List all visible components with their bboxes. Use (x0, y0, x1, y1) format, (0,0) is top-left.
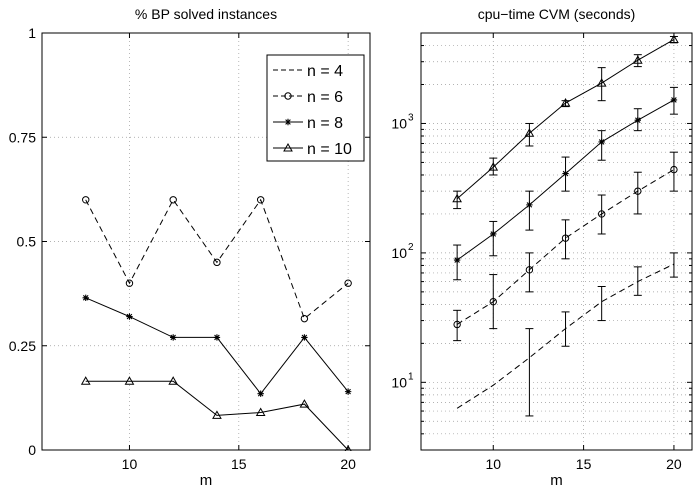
plot-area (421, 33, 692, 450)
legend: n = 4 n = 6 n = 8 n = 10 (266, 54, 365, 162)
left-x-axis-label: m (200, 472, 213, 489)
data-point-triangle (452, 193, 462, 203)
data-point-triangle (255, 407, 266, 416)
y-tick-label: 0.25 (9, 338, 36, 354)
y-tick-label: 10 (391, 115, 407, 131)
data-point-triangle (212, 410, 222, 419)
data-point-circle (169, 196, 177, 204)
data-point-circle (256, 196, 265, 204)
data-point-star (301, 334, 308, 341)
y-tick-label: 0.75 (9, 129, 36, 145)
data-point-triangle (168, 376, 179, 385)
data-point-circle (561, 234, 570, 242)
data-point-star (344, 388, 352, 395)
legend-entry: n = 10 (307, 141, 352, 158)
data-point-star (562, 170, 569, 177)
y-tick-exponent: 2 (408, 242, 414, 253)
data-point-triangle (299, 399, 310, 408)
legend-entry: n = 4 (307, 63, 343, 80)
y-tick-exponent: 3 (408, 112, 414, 123)
right-x-axis-label: m (550, 472, 563, 489)
series-n-10 (452, 34, 679, 210)
data-point-star (490, 230, 497, 238)
y-tick-label: 10 (391, 374, 407, 390)
legend-entry: n = 6 (307, 89, 343, 106)
data-point-circle (670, 165, 678, 174)
series-n-10 (80, 376, 352, 451)
data-point-triangle (488, 162, 499, 171)
data-point-star (82, 294, 89, 301)
data-point-circle (489, 297, 497, 306)
left-chart-title: % BP solved instances (135, 6, 277, 22)
x-tick-label: 15 (576, 456, 592, 472)
data-point-star (526, 201, 533, 209)
y-tick-label: 0 (28, 442, 36, 458)
data-point-triangle (560, 97, 571, 107)
series-line-n-10 (85, 380, 349, 451)
series-n-8 (453, 86, 678, 281)
data-point-circle (634, 187, 642, 195)
data-point-triangle (344, 444, 352, 451)
y-tick-label: 10 (391, 245, 407, 261)
series-n-6 (82, 196, 352, 323)
data-point-star (170, 334, 177, 341)
y-tick-label: 0.5 (17, 234, 37, 250)
legend-marker-triangle (283, 142, 293, 152)
data-point-triangle (80, 376, 91, 385)
data-point-triangle (124, 376, 135, 385)
data-point-triangle (596, 78, 607, 87)
data-point-star (453, 256, 461, 264)
x-tick-label: 10 (122, 456, 138, 472)
data-point-star (126, 313, 133, 320)
legend-marker-circle (284, 92, 292, 100)
x-tick-label: 20 (666, 456, 682, 472)
data-point-circle (597, 210, 606, 218)
legend-marker-star (284, 118, 292, 126)
axes-frame (420, 32, 693, 451)
data-point-triangle (669, 34, 679, 44)
left-plot: % BP solved instances m 10 15 20 0 0.25 0.5 0.… (9, 6, 371, 489)
x-tick-label: 10 (485, 456, 501, 472)
right-chart-title: cpu−time CVM (seconds) (478, 6, 636, 22)
data-point-star (670, 96, 678, 104)
series-n-4 (456, 252, 678, 417)
data-point-circle (344, 279, 352, 287)
data-point-star (598, 138, 605, 146)
data-point-star (213, 334, 221, 341)
data-point-circle (300, 314, 309, 323)
x-tick-label: 20 (340, 456, 356, 472)
legend-entry: n = 8 (307, 115, 343, 132)
data-point-triangle (524, 128, 535, 137)
series-n-6 (453, 151, 678, 342)
data-point-circle (453, 320, 461, 329)
legend-box (266, 54, 365, 162)
series-line-n-6 (85, 198, 349, 320)
data-point-circle (213, 258, 221, 267)
series-n-8 (82, 294, 352, 397)
data-point-circle (125, 279, 134, 287)
data-point-triangle (632, 55, 643, 64)
data-point-star (634, 116, 641, 124)
x-tick-label: 15 (231, 456, 247, 472)
data-point-star (257, 390, 264, 397)
y-tick-label: 1 (28, 25, 36, 41)
data-point-circle (525, 266, 534, 274)
y-tick-exponent: 1 (408, 371, 414, 382)
data-point-circle (82, 196, 90, 204)
